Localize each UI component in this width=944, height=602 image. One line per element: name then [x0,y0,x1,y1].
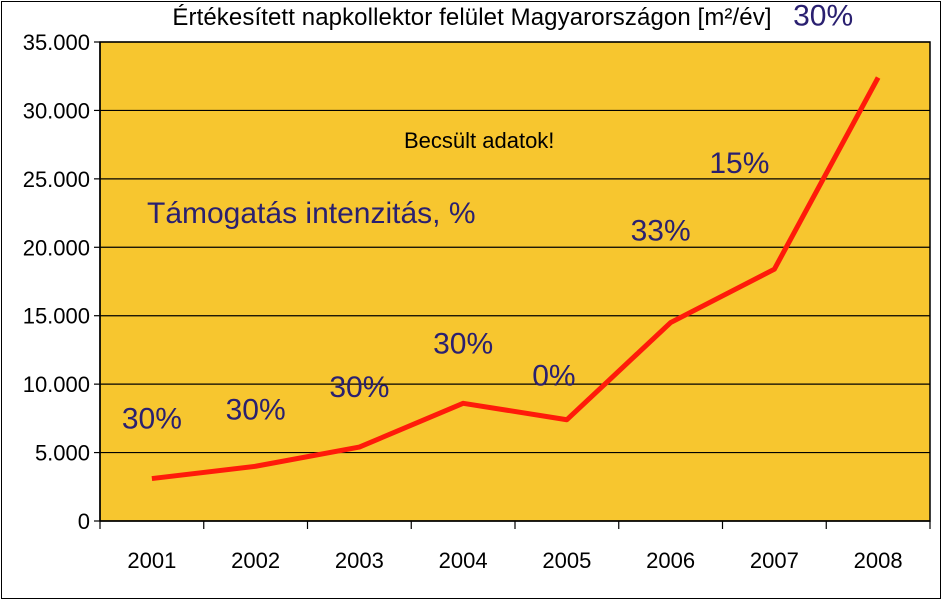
point-label: 30% [122,403,182,436]
y-tick-label: 20.000 [23,235,90,260]
x-tick-label: 2004 [439,548,488,573]
plot-area [99,41,931,522]
y-tick-label: 10.000 [23,372,90,397]
point-label: 30% [329,371,389,404]
estimate-note: Becsült adatok! [404,128,555,153]
point-label: 15% [709,147,769,180]
y-axis-ticks: 0 5.000 10.000 15.000 20.000 25.000 30.000 35.0… [23,30,100,534]
support-intensity-label: Támogatás intenzitás, % [147,197,476,230]
x-tick-label: 2003 [335,548,384,573]
y-tick-label: 5.000 [35,441,90,466]
series-line [151,76,881,482]
chart-title: Értékesített napkollektor felület Magyar… [172,4,772,31]
y-tick-label: 25.000 [23,167,90,192]
x-tick-label: 2001 [127,548,176,573]
y-tick-label: 15.000 [23,304,90,329]
y-tick-label: 0 [78,509,90,534]
x-axis-ticks: 2001 2002 2003 2004 2005 2006 2007 2008 [99,521,931,573]
x-tick-label: 2005 [542,548,591,573]
y-tick-label: 35.000 [23,30,90,55]
gridlines [100,41,930,454]
x-tick-label: 2006 [646,548,695,573]
x-tick-label: 2007 [750,548,799,573]
point-label: 33% [631,215,691,248]
point-labels: 30% 30% 30% 30% 0% 33% 15% 30% [122,0,853,436]
point-label: 30% [433,327,493,360]
point-label: 30% [793,0,853,33]
point-label: 30% [226,393,286,426]
x-tick-label: 2002 [231,548,280,573]
x-tick-label: 2008 [854,548,903,573]
y-tick-label: 30.000 [23,98,90,123]
point-label: 0% [532,360,575,393]
